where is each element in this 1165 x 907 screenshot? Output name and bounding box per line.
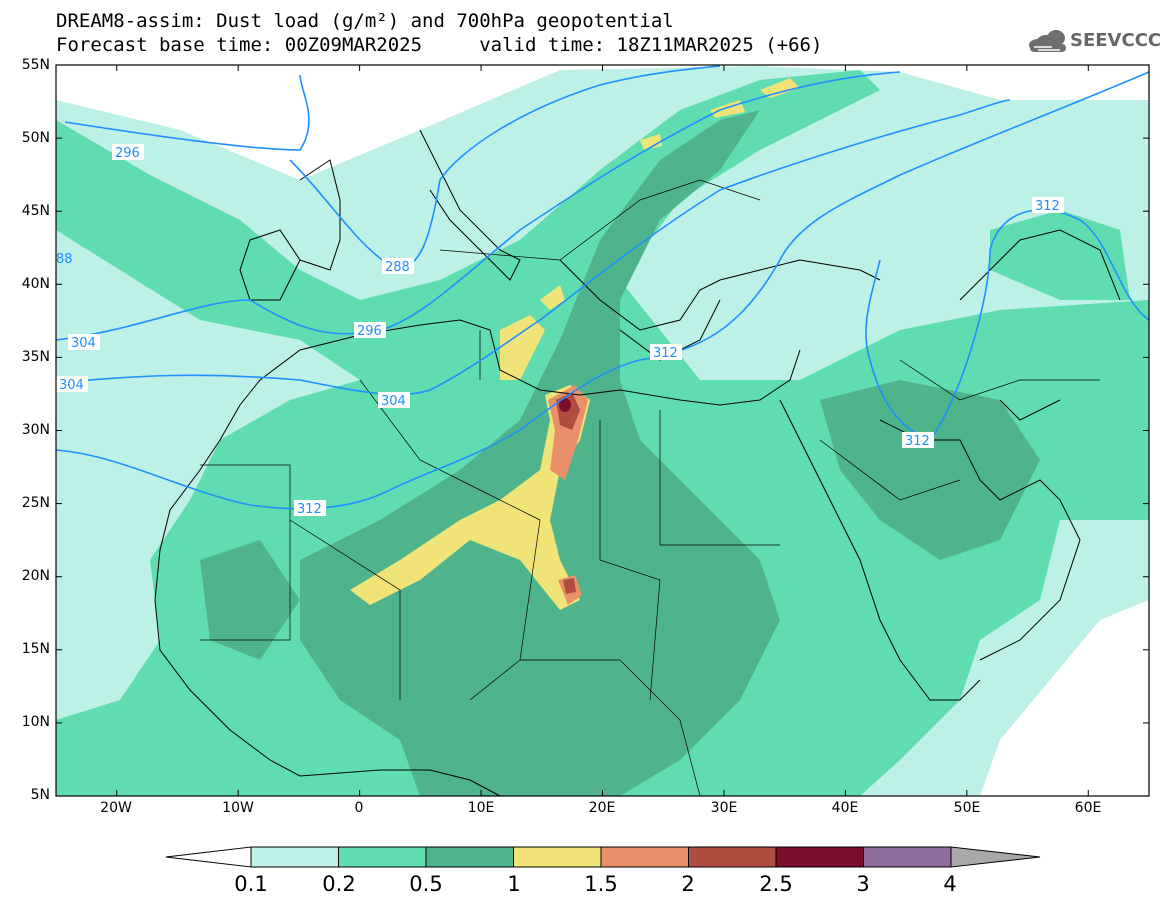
colorbar-tick-label: 1.5 — [584, 872, 618, 896]
lat-label: 15N — [21, 641, 50, 657]
contour-label: 304 — [59, 378, 84, 393]
logo-text: SEEVCCC — [1070, 30, 1162, 51]
contour-label: 288 — [385, 260, 410, 275]
contour-label: 312 — [653, 346, 678, 361]
contour-labels: 296 288 296 304 304 304 312 312 312 312 … — [56, 144, 1064, 517]
contour-label: 296 — [115, 146, 140, 161]
lon-label: 30E — [710, 800, 738, 816]
lat-label: 30N — [21, 422, 50, 438]
lat-label: 10N — [21, 714, 50, 730]
country-borders — [200, 179, 1100, 797]
lat-label: 25N — [21, 495, 50, 511]
colorbar-tick-label: 4 — [943, 872, 957, 896]
lon-label: 0 — [354, 800, 364, 816]
contour-label: 312 — [297, 502, 322, 517]
lon-label: 10W — [222, 800, 254, 816]
contour-label: 304 — [71, 336, 96, 351]
colorbar-tick-label: 0.5 — [409, 872, 443, 896]
colorbar-swatch — [338, 846, 427, 868]
colorbar-tick-label: 0.2 — [322, 872, 356, 896]
colorbar-tick-label: 0.1 — [234, 872, 268, 896]
geopotential-contours — [55, 65, 1150, 510]
colorbar — [165, 846, 1041, 868]
map-title: DREAM8-assim: Dust load (g/m²) and 700hP… — [56, 10, 674, 32]
lon-label: 20W — [100, 800, 132, 816]
lat-label: 20N — [21, 568, 50, 584]
cloud-logo-icon — [1029, 30, 1066, 52]
lon-label: 40E — [831, 800, 859, 816]
colorbar-left-arrow — [165, 846, 252, 868]
colorbar-right-arrow — [950, 846, 1041, 868]
colorbar-swatch — [775, 846, 864, 868]
lat-label: 40N — [21, 276, 50, 292]
colorbar-tick-label: 3 — [856, 872, 870, 896]
lat-label: 45N — [21, 203, 50, 219]
contour-label: 312 — [905, 434, 930, 449]
lat-label: 35N — [21, 349, 50, 365]
coastlines — [154, 129, 1121, 797]
colorbar-tick-label: 2 — [681, 872, 695, 896]
colorbar-swatch — [600, 846, 689, 868]
dust-layer-2-5 — [559, 398, 571, 412]
lat-label: 5N — [30, 787, 50, 803]
colorbar-tick-label: 2.5 — [759, 872, 793, 896]
lon-label: 10E — [467, 800, 495, 816]
colorbar-swatch — [250, 846, 339, 868]
contour-label: 88 — [56, 252, 73, 267]
colorbar-swatch — [863, 846, 952, 868]
colorbar-tick-label: 1 — [507, 872, 521, 896]
lon-label: 20E — [588, 800, 616, 816]
contour-label: 304 — [381, 394, 406, 409]
contour-label: 312 — [1035, 199, 1060, 214]
tick-marks — [56, 64, 1149, 797]
dust-layer-0-5 — [200, 110, 1040, 796]
lon-label: 60E — [1074, 800, 1102, 816]
map-subtitle: Forecast base time: 00Z09MAR2025 valid t… — [56, 34, 823, 56]
dust-layer-1 — [350, 78, 800, 610]
lat-label: 50N — [21, 130, 50, 146]
colorbar-swatch — [688, 846, 777, 868]
colorbar-swatch — [425, 846, 514, 868]
lon-label: 50E — [953, 800, 981, 816]
contour-label: 296 — [357, 324, 382, 339]
colorbar-swatch — [513, 846, 602, 868]
lat-label: 55N — [21, 57, 50, 73]
